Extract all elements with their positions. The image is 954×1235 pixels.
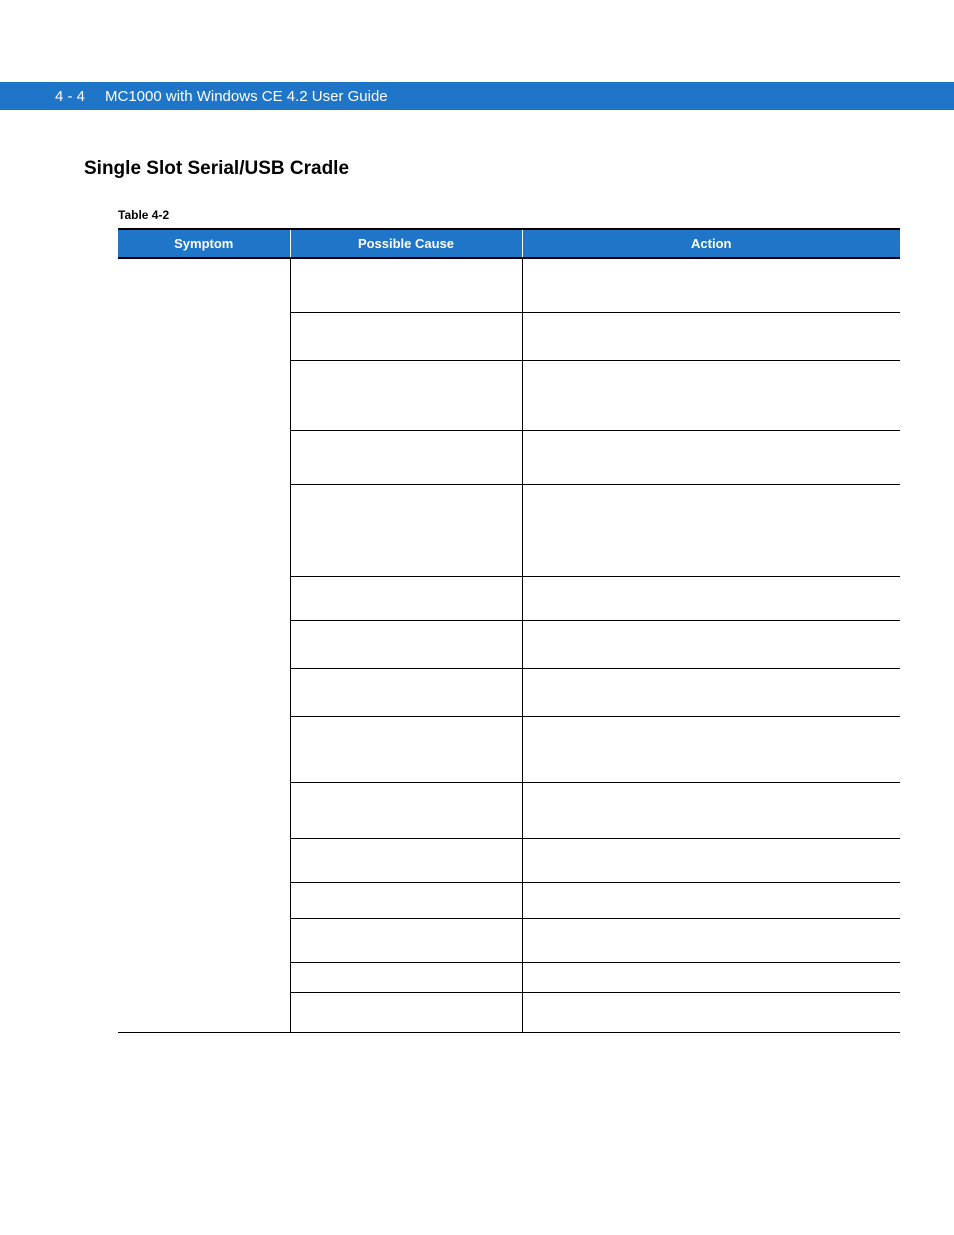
- cell-action: [522, 430, 900, 484]
- cell-action: [522, 484, 900, 576]
- cell-cause: [290, 882, 522, 918]
- page-content: Single Slot Serial/USB Cradle Table 4-2 …: [0, 158, 954, 1033]
- cell-action: [522, 258, 900, 312]
- cell-action: [522, 668, 900, 716]
- table-row: [118, 258, 900, 312]
- cell-action: [522, 838, 900, 882]
- table-body: [118, 258, 900, 1032]
- cell-cause: [290, 484, 522, 576]
- cell-cause: [290, 992, 522, 1032]
- cell-cause: [290, 668, 522, 716]
- cell-symptom: [118, 258, 290, 484]
- cell-cause: [290, 962, 522, 992]
- column-header-cause: Possible Cause: [290, 229, 522, 258]
- cell-symptom: [118, 484, 290, 716]
- column-header-symptom: Symptom: [118, 229, 290, 258]
- page-number: 4 - 4: [55, 88, 85, 105]
- cell-cause: [290, 918, 522, 962]
- cell-cause: [290, 312, 522, 360]
- column-header-action: Action: [522, 229, 900, 258]
- section-title: Single Slot Serial/USB Cradle: [84, 158, 900, 180]
- troubleshooting-table: Symptom Possible Cause Action: [118, 228, 900, 1033]
- table-row: [118, 484, 900, 576]
- cell-action: [522, 918, 900, 962]
- page-header-bar: 4 - 4 MC1000 with Windows CE 4.2 User Gu…: [0, 82, 954, 110]
- table-row: [118, 716, 900, 782]
- table-row: [118, 918, 900, 962]
- cell-action: [522, 882, 900, 918]
- cell-action: [522, 312, 900, 360]
- cell-cause: [290, 430, 522, 484]
- cell-action: [522, 962, 900, 992]
- cell-cause: [290, 620, 522, 668]
- cell-cause: [290, 838, 522, 882]
- cell-cause: [290, 576, 522, 620]
- cell-action: [522, 620, 900, 668]
- table-header-row: Symptom Possible Cause Action: [118, 229, 900, 258]
- doc-title: MC1000 with Windows CE 4.2 User Guide: [105, 88, 388, 105]
- cell-action: [522, 716, 900, 782]
- cell-cause: [290, 258, 522, 312]
- cell-symptom: [118, 716, 290, 918]
- page: 4 - 4 MC1000 with Windows CE 4.2 User Gu…: [0, 0, 954, 1033]
- table-wrap: Symptom Possible Cause Action: [118, 228, 900, 1033]
- cell-cause: [290, 716, 522, 782]
- cell-action: [522, 782, 900, 838]
- cell-cause: [290, 360, 522, 430]
- cell-cause: [290, 782, 522, 838]
- cell-action: [522, 360, 900, 430]
- table-label: Table 4-2: [118, 208, 900, 222]
- cell-symptom: [118, 918, 290, 1032]
- cell-action: [522, 992, 900, 1032]
- cell-action: [522, 576, 900, 620]
